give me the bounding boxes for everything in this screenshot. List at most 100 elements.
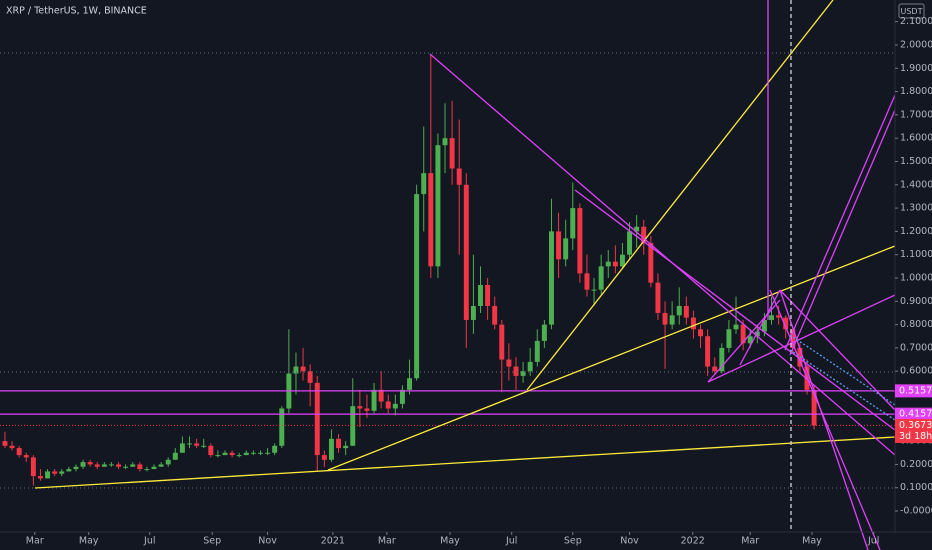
x-tick-label: Sep: [203, 536, 221, 547]
candle-body: [293, 366, 299, 374]
candle-body: [45, 471, 51, 479]
candle-body: [470, 305, 476, 320]
candle-body: [619, 254, 625, 267]
last-price-bg: [895, 418, 932, 443]
candle-body: [328, 438, 334, 460]
candle-body: [371, 389, 377, 411]
candle-body: [336, 438, 342, 449]
candle-body: [130, 464, 136, 467]
candle-body: [705, 336, 711, 367]
candle-body: [442, 138, 448, 146]
candle-body: [257, 452, 263, 454]
trend-line: [707, 294, 896, 383]
candle-body: [783, 317, 789, 330]
candle-body: [485, 284, 491, 306]
candle-body: [527, 361, 533, 372]
chart-title: XRP / TetherUS, 1W, BINANCE: [6, 6, 147, 17]
candle-body: [478, 284, 483, 306]
candle-body: [321, 455, 327, 460]
candle-body: [187, 443, 192, 445]
candle-body: [2, 441, 8, 446]
y-tick-label: 1.3000: [900, 203, 932, 214]
candle-body: [16, 448, 22, 456]
y-tick-label: 0.1000: [900, 482, 932, 493]
candle-body: [215, 455, 221, 457]
candle-body: [108, 464, 114, 466]
x-tick-label: Mar: [378, 536, 396, 547]
candle-body: [662, 312, 668, 325]
candle-body: [265, 452, 271, 454]
candle-body: [158, 464, 164, 467]
candle-body: [350, 406, 356, 446]
candle-body: [407, 378, 413, 390]
candle-body: [747, 336, 753, 344]
price-label: 0.5157: [899, 385, 932, 396]
candle-body: [9, 445, 15, 449]
candle-body: [279, 408, 285, 446]
candle-body: [683, 305, 689, 318]
x-tick-label: May: [802, 536, 822, 547]
x-tick-label: Mar: [26, 536, 44, 547]
x-tick-label: May: [79, 536, 99, 547]
y-tick-label: 1.4000: [900, 179, 932, 190]
price-label-bg: [895, 407, 932, 421]
x-tick-label: Nov: [258, 536, 277, 547]
axis-background: [895, 0, 932, 550]
candle-body: [492, 305, 498, 325]
trend-line: [327, 245, 896, 471]
candle-body: [435, 145, 441, 267]
drawings: [0, 0, 896, 550]
candle-body: [648, 243, 654, 283]
y-tick-label: 1.2000: [900, 226, 932, 237]
candle-body: [94, 464, 100, 467]
candle-body: [641, 226, 647, 244]
trend-line: [789, 109, 896, 356]
candle-body: [243, 452, 249, 456]
trend-line: [34, 436, 896, 489]
candle-body: [208, 445, 214, 456]
candle-body: [52, 471, 58, 474]
candle-body: [719, 347, 725, 372]
candle-body: [73, 466, 79, 470]
candle-body: [541, 324, 547, 341]
candle-body: [30, 457, 36, 477]
x-tick-label: Sep: [564, 536, 582, 547]
candle-body: [655, 282, 661, 313]
candle-body: [179, 443, 185, 453]
candle-body: [733, 324, 739, 330]
candle-body: [506, 359, 512, 367]
candle-body: [811, 389, 817, 426]
candle-body: [740, 324, 746, 344]
candle-body: [584, 273, 590, 290]
x-tick-label: Jul: [867, 536, 879, 547]
y-tick-label: 1.0000: [900, 273, 932, 284]
candle-body: [548, 231, 554, 325]
candle-body: [123, 466, 129, 468]
x-tick-label: Mar: [741, 536, 759, 547]
candle-body: [364, 408, 370, 411]
x-tick-label: 2022: [681, 536, 705, 547]
x-tick-label: Jul: [505, 536, 517, 547]
candle-body: [87, 462, 93, 465]
channel-line: [789, 334, 896, 406]
trend-line: [526, 0, 834, 391]
y-tick-label: 0.9000: [900, 296, 932, 307]
candle-body: [385, 401, 391, 409]
candle-body: [520, 371, 526, 376]
price-label-bg: [895, 384, 932, 398]
candle-body: [776, 315, 782, 318]
trend-line: [779, 289, 869, 550]
candle-body: [137, 464, 143, 470]
candle-body: [790, 329, 796, 348]
trend-line: [769, 289, 881, 550]
candle-body: [101, 464, 107, 467]
candle-body: [534, 340, 540, 362]
candle-body: [23, 455, 29, 458]
y-tick-label: 2.0000: [900, 39, 932, 50]
candle-body: [463, 184, 469, 320]
y-tick-label: 2.1000: [900, 16, 932, 27]
candle-body: [165, 459, 171, 465]
candle-body: [456, 168, 462, 185]
candle-body: [272, 445, 278, 453]
candle-body: [37, 476, 43, 479]
